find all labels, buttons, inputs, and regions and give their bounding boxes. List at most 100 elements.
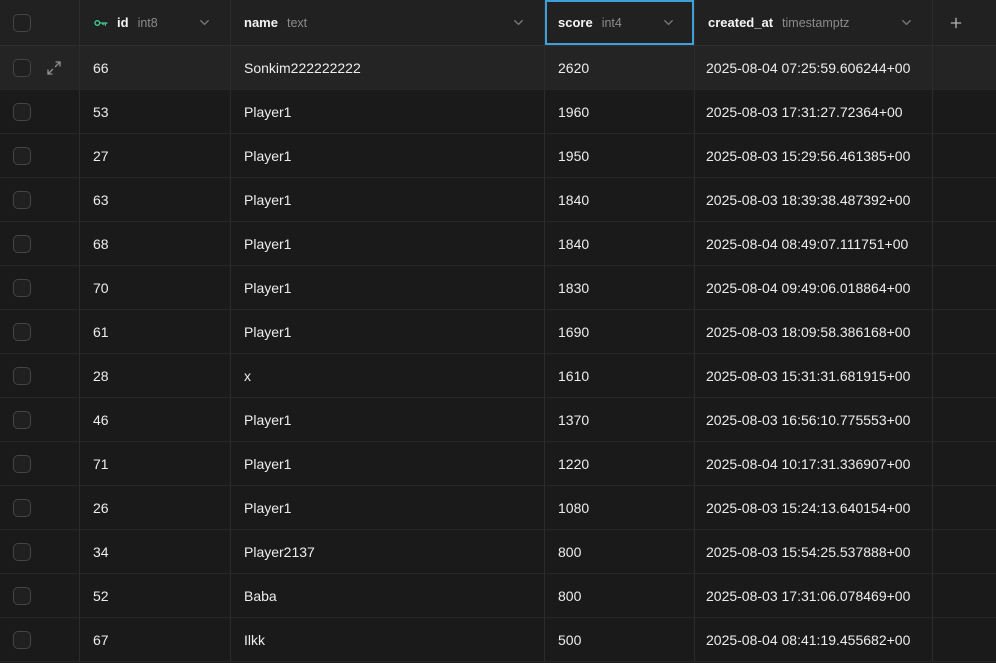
empty-cell [933, 222, 996, 265]
chevron-down-icon[interactable] [511, 15, 526, 30]
column-header-created-at[interactable]: created_at timestamptz [695, 0, 933, 45]
row-checkbox[interactable] [13, 366, 31, 385]
name-cell[interactable]: Player1 [231, 90, 545, 133]
row-select-cell [0, 134, 80, 177]
name-cell[interactable]: x [231, 354, 545, 397]
score-cell[interactable]: 500 [545, 618, 695, 661]
name-cell[interactable]: Player2137 [231, 530, 545, 573]
row-checkbox[interactable] [13, 586, 31, 605]
row-select-cell [0, 178, 80, 221]
row-checkbox[interactable] [13, 102, 31, 121]
row-checkbox[interactable] [13, 630, 31, 649]
score-cell[interactable]: 1370 [545, 398, 695, 441]
column-header-id[interactable]: id int8 [80, 0, 231, 45]
expand-row-icon[interactable] [46, 60, 62, 76]
row-checkbox[interactable] [13, 146, 31, 165]
id-cell[interactable]: 28 [80, 354, 231, 397]
column-name: id [117, 15, 129, 30]
name-cell[interactable]: Player1 [231, 398, 545, 441]
score-cell[interactable]: 1690 [545, 310, 695, 353]
chevron-down-icon[interactable] [899, 15, 914, 30]
column-name: name [244, 15, 278, 30]
id-cell[interactable]: 68 [80, 222, 231, 265]
row-checkbox[interactable] [13, 410, 31, 429]
score-cell[interactable]: 800 [545, 574, 695, 617]
table-header-row: id int8 name text score int4 created_at … [0, 0, 996, 46]
name-cell[interactable]: Ilkk [231, 618, 545, 661]
id-cell[interactable]: 61 [80, 310, 231, 353]
chevron-down-icon[interactable] [197, 15, 212, 30]
id-cell[interactable]: 27 [80, 134, 231, 177]
row-checkbox[interactable] [13, 454, 31, 473]
id-cell[interactable]: 52 [80, 574, 231, 617]
row-checkbox[interactable] [13, 234, 31, 253]
id-cell[interactable]: 53 [80, 90, 231, 133]
row-checkbox[interactable] [13, 190, 31, 209]
name-cell[interactable]: Baba [231, 574, 545, 617]
created-at-cell[interactable]: 2025-08-03 17:31:27.72364+00 [695, 90, 933, 133]
created-at-cell[interactable]: 2025-08-03 16:56:10.775553+00 [695, 398, 933, 441]
created-at-cell[interactable]: 2025-08-04 07:25:59.606244+00 [695, 46, 933, 89]
name-cell[interactable]: Player1 [231, 310, 545, 353]
score-cell[interactable]: 1610 [545, 354, 695, 397]
created-at-cell[interactable]: 2025-08-03 15:24:13.640154+00 [695, 486, 933, 529]
score-cell[interactable]: 1840 [545, 178, 695, 221]
table-row: 63 Player1 1840 2025-08-03 18:39:38.4873… [0, 178, 996, 222]
row-checkbox[interactable] [13, 58, 31, 77]
name-cell[interactable]: Player1 [231, 486, 545, 529]
name-cell[interactable]: Player1 [231, 134, 545, 177]
created-at-cell[interactable]: 2025-08-03 17:31:06.078469+00 [695, 574, 933, 617]
id-cell[interactable]: 63 [80, 178, 231, 221]
id-cell[interactable]: 26 [80, 486, 231, 529]
score-cell[interactable]: 1830 [545, 266, 695, 309]
name-cell[interactable]: Player1 [231, 222, 545, 265]
created-at-cell[interactable]: 2025-08-03 15:54:25.537888+00 [695, 530, 933, 573]
row-select-cell [0, 354, 80, 397]
name-cell[interactable]: Sonkim222222222 [231, 46, 545, 89]
id-cell[interactable]: 66 [80, 46, 231, 89]
select-all-checkbox[interactable] [13, 13, 31, 32]
score-cell[interactable]: 1080 [545, 486, 695, 529]
created-at-cell[interactable]: 2025-08-04 08:41:19.455682+00 [695, 618, 933, 661]
column-name: score [558, 15, 593, 30]
empty-cell [933, 442, 996, 485]
created-at-cell[interactable]: 2025-08-04 08:49:07.111751+00 [695, 222, 933, 265]
id-cell[interactable]: 34 [80, 530, 231, 573]
empty-cell [933, 354, 996, 397]
row-checkbox[interactable] [13, 542, 31, 561]
table-row: 28 x 1610 2025-08-03 15:31:31.681915+00 [0, 354, 996, 398]
id-cell[interactable]: 71 [80, 442, 231, 485]
id-cell[interactable]: 46 [80, 398, 231, 441]
name-cell[interactable]: Player1 [231, 442, 545, 485]
name-cell[interactable]: Player1 [231, 266, 545, 309]
row-checkbox[interactable] [13, 278, 31, 297]
score-cell[interactable]: 1840 [545, 222, 695, 265]
column-header-name[interactable]: name text [231, 0, 545, 45]
row-checkbox[interactable] [13, 322, 31, 341]
empty-cell [933, 46, 996, 89]
id-cell[interactable]: 67 [80, 618, 231, 661]
created-at-cell[interactable]: 2025-08-04 10:17:31.336907+00 [695, 442, 933, 485]
table-row: 53 Player1 1960 2025-08-03 17:31:27.7236… [0, 90, 996, 134]
row-checkbox[interactable] [13, 498, 31, 517]
id-cell[interactable]: 70 [80, 266, 231, 309]
name-cell[interactable]: Player1 [231, 178, 545, 221]
created-at-cell[interactable]: 2025-08-03 15:31:31.681915+00 [695, 354, 933, 397]
chevron-down-icon[interactable] [661, 15, 676, 30]
add-column-button[interactable] [933, 0, 996, 45]
empty-cell [933, 486, 996, 529]
score-cell[interactable]: 1220 [545, 442, 695, 485]
column-header-score-selected[interactable]: score int4 [545, 0, 695, 45]
score-cell[interactable]: 1960 [545, 90, 695, 133]
column-type: timestamptz [782, 15, 850, 30]
score-cell[interactable]: 1950 [545, 134, 695, 177]
created-at-cell[interactable]: 2025-08-03 18:09:58.386168+00 [695, 310, 933, 353]
row-select-cell [0, 486, 80, 529]
created-at-cell[interactable]: 2025-08-03 18:39:38.487392+00 [695, 178, 933, 221]
empty-cell [933, 134, 996, 177]
created-at-cell[interactable]: 2025-08-03 15:29:56.461385+00 [695, 134, 933, 177]
score-cell[interactable]: 800 [545, 530, 695, 573]
score-cell[interactable]: 2620 [545, 46, 695, 89]
created-at-cell[interactable]: 2025-08-04 09:49:06.018864+00 [695, 266, 933, 309]
empty-cell [933, 530, 996, 573]
